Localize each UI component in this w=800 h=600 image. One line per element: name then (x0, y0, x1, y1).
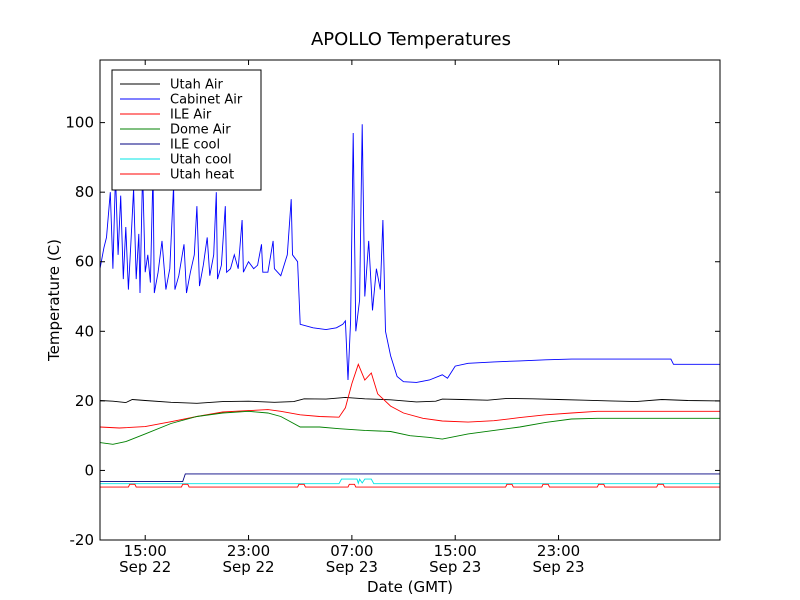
y-tick-label: 60 (75, 253, 94, 271)
y-tick-label: -20 (70, 531, 95, 549)
x-tick-time-label: 15:00 (124, 542, 167, 560)
y-axis-label: Temperature (C) (45, 239, 63, 362)
series-line-utah-heat (100, 483, 720, 488)
legend-entry-label: Cabinet Air (170, 93, 243, 108)
x-tick-date-label: Sep 23 (429, 558, 481, 576)
legend-entry-label: Utah Air (170, 78, 223, 93)
legend-box (111, 69, 262, 191)
x-tick-date-label: Sep 22 (222, 558, 274, 576)
x-tick-date-label: Sep 23 (326, 558, 378, 576)
series-line-dome-air (99, 410, 720, 445)
series-line-ile-cool (100, 473, 720, 483)
x-tick-time-label: 15:00 (434, 542, 477, 560)
x-axis-label: Date (GMT) (367, 578, 453, 596)
series-line-utah-cool (100, 478, 720, 485)
legend-entry-label: ILE Air (170, 108, 212, 123)
legend-entry-label: Dome Air (170, 123, 231, 138)
y-tick-label: 0 (84, 461, 94, 479)
legend-entry-label: ILE cool (170, 138, 220, 153)
legend-entry-label: Utah cool (170, 153, 232, 168)
series-line-utah-air (99, 396, 721, 404)
plot-border (99, 59, 721, 541)
chart-title: APOLLO Temperatures (311, 29, 511, 50)
series-line-ile-air (99, 363, 720, 429)
x-tick-time-label: 07:00 (330, 542, 373, 560)
legend-entry-label: Utah heat (170, 168, 234, 183)
y-tick-label: 100 (65, 114, 94, 132)
y-axis: -20 0 20 40 60 80 100 (65, 114, 720, 549)
x-tick-time-label: 23:00 (537, 542, 580, 560)
x-tick-date-label: Sep 23 (532, 558, 584, 576)
y-tick-label: 80 (75, 183, 94, 201)
x-tick-date-label: Sep 22 (119, 558, 171, 576)
series-layer (99, 124, 721, 488)
x-tick-time-label: 23:00 (227, 542, 270, 560)
y-tick-label: 20 (75, 392, 94, 410)
y-tick-label: 40 (75, 322, 94, 340)
series-line-cabinet-air (99, 124, 720, 383)
